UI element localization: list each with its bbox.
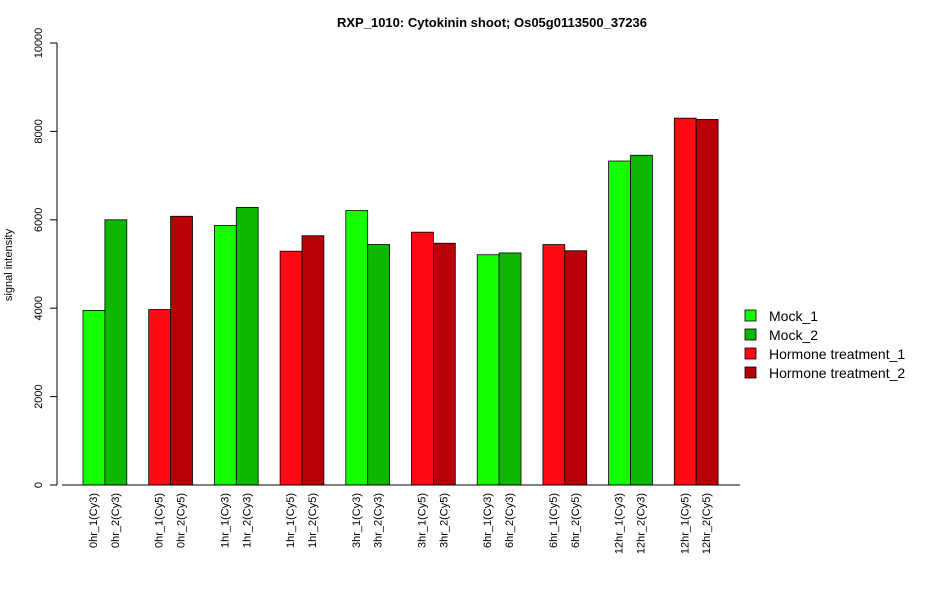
bar (104, 219, 128, 486)
bar (608, 160, 631, 486)
bar (82, 310, 106, 486)
legend-swatch (744, 328, 757, 341)
bar (498, 252, 522, 486)
bar (170, 215, 193, 486)
bar (695, 119, 719, 486)
x-tick-label: 6hr_1(Cy3) (482, 493, 494, 548)
x-tick-label: 1hr_1(Cy5) (285, 493, 297, 548)
y-tick-label: 2000 (33, 384, 45, 408)
x-tick-label: 0hr_2(Cy5) (176, 493, 188, 548)
x-tick-label: 12hr_1(Cy5) (679, 493, 691, 554)
x-tick-label: 6hr_2(Cy3) (504, 493, 516, 548)
x-tick-label: 6hr_2(Cy5) (570, 493, 582, 548)
bar (673, 117, 697, 486)
bar (564, 250, 588, 486)
bar (345, 210, 369, 486)
bar (213, 225, 237, 486)
x-tick-label: 3hr_2(Cy3) (373, 493, 385, 548)
bar (279, 250, 303, 486)
bar (411, 231, 434, 486)
x-tick-label: 12hr_2(Cy5) (701, 493, 713, 554)
bar (432, 242, 456, 486)
x-tick-label: 0hr_2(Cy3) (110, 493, 122, 548)
legend-swatch (744, 347, 757, 360)
y-tick-label: 6000 (33, 208, 45, 232)
y-tick-label: 4000 (33, 296, 45, 320)
x-tick-labels: 0hr_1(Cy3) 0hr_2(Cy3) 0hr_1(Cy5) 0hr_2(Cy5)… (88, 493, 713, 554)
chart-title: RXP_1010: Cytokinin shoot; Os05g0113500_… (337, 15, 647, 30)
bar (367, 244, 391, 486)
x-tick-label: 1hr_1(Cy3) (219, 493, 231, 548)
x-tick-label: 0hr_1(Cy3) (88, 493, 100, 548)
legend-label: Mock_1 (769, 308, 818, 324)
legend-label: Hormone treatment_1 (769, 346, 905, 362)
bar (148, 309, 171, 486)
legend: Mock_1 Mock_2 Hormone treatment_1 Hormone t… (744, 308, 905, 381)
x-tick-label: 1hr_2(Cy3) (241, 493, 253, 548)
bars-group (82, 117, 719, 486)
x-tick-label: 3hr_1(Cy3) (351, 493, 363, 548)
y-axis-label: signal intensity (3, 228, 15, 301)
bar (542, 244, 566, 486)
bar (630, 154, 653, 486)
x-tick-label: 0hr_1(Cy5) (154, 493, 166, 548)
y-tick-label: 10000 (33, 28, 45, 59)
x-tick-label: 3hr_1(Cy5) (416, 493, 428, 548)
x-tick-label: 12hr_2(Cy3) (635, 493, 647, 554)
x-tick-label: 3hr_2(Cy5) (438, 493, 450, 548)
x-tick-label: 1hr_2(Cy5) (307, 493, 319, 548)
y-axis: 0 2000 4000 6000 8000 10000 (33, 28, 58, 488)
x-tick-label: 12hr_1(Cy3) (614, 493, 626, 554)
x-tick-label: 6hr_1(Cy5) (548, 493, 560, 548)
legend-label: Hormone treatment_2 (769, 365, 905, 381)
y-tick-label: 8000 (33, 119, 45, 143)
legend-label: Mock_2 (769, 327, 818, 343)
legend-swatch (744, 366, 757, 379)
y-tick-label: 0 (33, 482, 45, 488)
bar (301, 235, 325, 486)
legend-swatch (744, 309, 757, 322)
bar (476, 254, 500, 486)
bar (235, 207, 259, 486)
